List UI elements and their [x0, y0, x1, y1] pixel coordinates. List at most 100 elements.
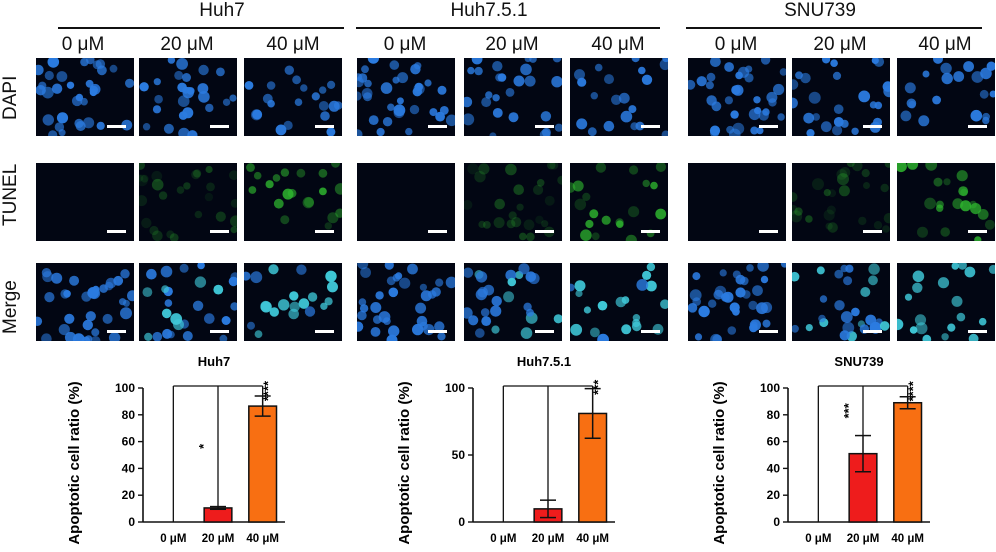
- scale-bar: [641, 330, 660, 333]
- y-tick-label: 0: [458, 515, 465, 529]
- conc-label: 20 μM: [813, 34, 867, 55]
- group-underline-huh7: [58, 27, 344, 29]
- significance-marker: ****: [906, 380, 921, 401]
- x-tick-label: 20 μM: [532, 533, 565, 545]
- micrograph-merge: [570, 263, 668, 341]
- significance-marker: ***: [841, 402, 856, 418]
- micrograph-dapi: [688, 58, 786, 136]
- micrograph-tunel: [36, 163, 134, 241]
- scale-bar: [107, 230, 126, 233]
- y-axis-label: Apoptotic cell ratio (%): [711, 381, 728, 544]
- bar: [203, 507, 233, 523]
- micrograph-tunel: [357, 163, 455, 241]
- y-tick-label: 100: [760, 381, 780, 395]
- scale-bar: [759, 230, 778, 233]
- scale-bar: [315, 230, 334, 233]
- row-label-merge: Merge: [0, 280, 21, 334]
- scale-bar: [759, 330, 778, 333]
- bar: [893, 401, 923, 523]
- y-tick-label: 40: [767, 461, 781, 475]
- conc-label: 40 μM: [266, 34, 320, 55]
- x-tick-label: 40 μM: [246, 533, 279, 545]
- micrograph-merge: [357, 263, 455, 341]
- micrograph-dapi: [897, 58, 995, 136]
- scale-bar: [428, 125, 447, 128]
- scale-bar: [535, 230, 554, 233]
- micrograph-tunel: [897, 163, 995, 241]
- scale-bar: [315, 125, 334, 128]
- row-label-dapi: DAPI: [0, 75, 21, 120]
- scale-bar: [107, 330, 126, 333]
- x-tick-label: 0 μM: [160, 533, 186, 545]
- y-tick-label: 60: [122, 435, 136, 449]
- conc-label: 20 μM: [160, 34, 214, 55]
- micrograph-dapi: [357, 58, 455, 136]
- scale-bar: [315, 330, 334, 333]
- y-tick-label: 20: [122, 488, 136, 502]
- y-tick-label: 20: [767, 488, 781, 502]
- bar-chart-huh7: Huh7 Apoptotic cell ratio (%) 0 20 40 60 80 100…: [66, 354, 285, 545]
- chart-title: SNU739: [834, 354, 883, 369]
- bar: [248, 405, 278, 523]
- micrograph-merge: [792, 263, 890, 341]
- significance-marker: ****: [261, 380, 276, 401]
- scale-bar: [210, 230, 229, 233]
- scale-bar: [428, 230, 447, 233]
- conc-label: 0 μM: [714, 34, 758, 55]
- conc-label: 40 μM: [591, 34, 645, 55]
- micrograph-merge: [897, 263, 995, 341]
- micrograph-dapi: [36, 58, 134, 136]
- group-title-snu739: SNU739: [784, 0, 856, 21]
- conc-label: 0 μM: [61, 34, 105, 55]
- micrograph-tunel: [688, 163, 786, 241]
- scale-bar: [968, 125, 987, 128]
- micrograph-tunel: [792, 163, 890, 241]
- x-tick-label: 0 μM: [805, 533, 831, 545]
- x-tick-label: 40 μM: [576, 533, 609, 545]
- scale-bar: [210, 125, 229, 128]
- bar-chart-snu739: SNU739 Apoptotic cell ratio (%) 0 20 40 60 80 1…: [711, 354, 930, 545]
- y-tick-label: 100: [115, 381, 135, 395]
- significance-marker: ***: [591, 379, 606, 395]
- y-tick-label: 40: [122, 461, 136, 475]
- scale-bar: [641, 230, 660, 233]
- micrograph-tunel: [464, 163, 562, 241]
- micrograph-merge: [688, 263, 786, 341]
- micrograph-dapi: [464, 58, 562, 136]
- chart-title: Huh7: [198, 354, 231, 369]
- conc-label: 20 μM: [485, 34, 539, 55]
- group-underline-huh751: [356, 27, 660, 29]
- y-tick-label: 60: [767, 435, 781, 449]
- group-title-huh751: Huh7.5.1: [450, 0, 528, 21]
- group-title-huh7: Huh7: [199, 0, 245, 21]
- micrograph-tunel: [139, 163, 237, 241]
- scale-bar: [107, 125, 126, 128]
- micrograph-dapi: [570, 58, 668, 136]
- y-tick-label: 50: [452, 448, 466, 462]
- micrograph-merge: [36, 263, 134, 341]
- scale-bar: [535, 125, 554, 128]
- scale-bar: [968, 230, 987, 233]
- micrograph-merge: [464, 263, 562, 341]
- micrograph-merge: [244, 263, 342, 341]
- micrograph-tunel: [244, 163, 342, 241]
- scale-bar: [210, 330, 229, 333]
- y-tick-label: 0: [128, 515, 135, 529]
- micrograph-dapi: [792, 58, 890, 136]
- y-axis-label: Apoptotic cell ratio (%): [396, 381, 413, 544]
- group-underline-snu739: [686, 27, 982, 29]
- y-tick-label: 80: [767, 408, 781, 422]
- micrograph-dapi: [244, 58, 342, 136]
- x-tick-label: 0 μM: [490, 533, 516, 545]
- scale-bar: [863, 125, 882, 128]
- y-tick-label: 100: [445, 381, 465, 395]
- scale-bar: [863, 330, 882, 333]
- row-label-tunel: TUNEL: [0, 163, 21, 226]
- scale-bar: [535, 330, 554, 333]
- micrograph-dapi: [139, 58, 237, 136]
- x-tick-label: 40 μM: [891, 533, 924, 545]
- micrograph-tunel: [570, 163, 668, 241]
- conc-label: 40 μM: [918, 34, 972, 55]
- x-tick-label: 20 μM: [202, 533, 235, 545]
- y-tick-label: 0: [773, 515, 780, 529]
